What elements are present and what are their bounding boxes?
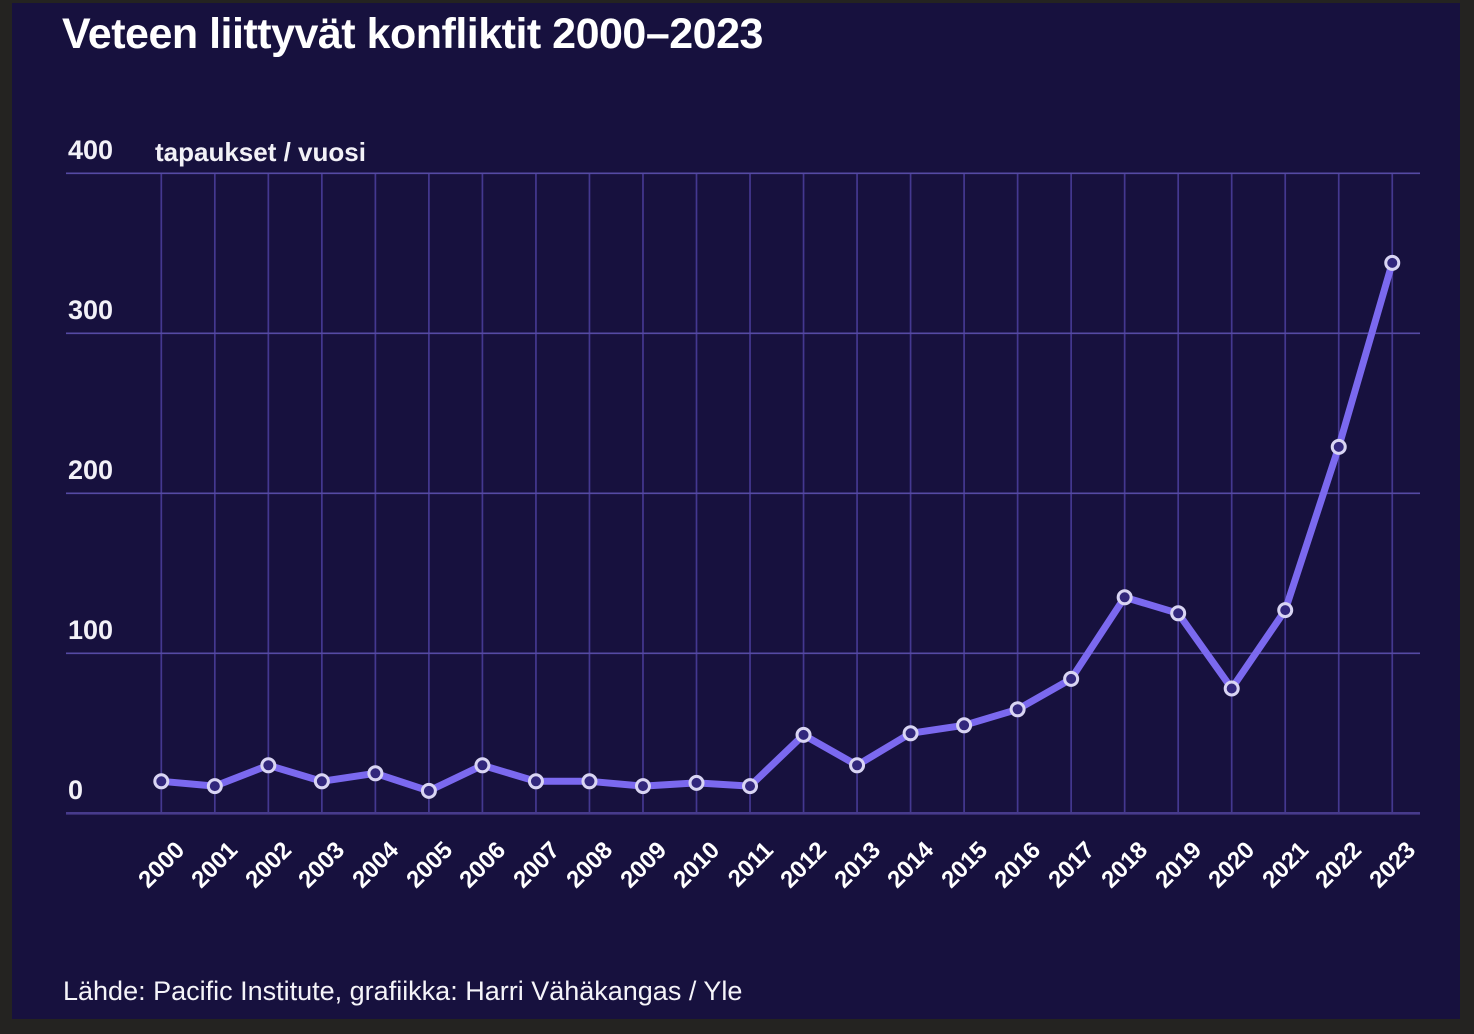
data-point-marker	[206, 778, 223, 795]
data-point-marker	[527, 773, 544, 790]
data-point-marker	[581, 773, 598, 790]
data-point-marker	[1063, 670, 1080, 687]
data-point-marker	[1009, 701, 1026, 718]
y-axis-unit-label: tapaukset / vuosi	[155, 137, 366, 167]
data-point-marker	[849, 757, 866, 774]
data-point-marker	[313, 773, 330, 790]
data-line	[157, 259, 1396, 795]
data-point-marker	[153, 773, 170, 790]
data-point-marker	[260, 757, 277, 774]
data-point-marker	[902, 725, 919, 742]
data-point-marker	[474, 757, 491, 774]
data-point-marker	[634, 778, 651, 795]
data-point-marker	[1116, 589, 1133, 606]
data-point-marker	[1170, 605, 1187, 622]
data-point-marker	[742, 778, 759, 795]
source-caption: Lähde: Pacific Institute, grafiikka: Har…	[63, 976, 743, 1006]
data-point-marker	[1223, 680, 1240, 697]
data-point-marker	[956, 717, 973, 734]
data-point-marker	[1330, 438, 1347, 455]
data-point-marker	[367, 765, 384, 782]
chart-panel: Veteen liittyvät konfliktit 2000–2023	[12, 3, 1460, 1019]
data-point-marker	[1277, 602, 1294, 619]
chart-title: Veteen liittyvät konfliktit 2000–2023	[62, 10, 763, 58]
data-point-marker	[795, 726, 812, 743]
data-point-marker	[1384, 254, 1401, 271]
data-point-marker	[688, 774, 705, 791]
data-point-marker	[420, 782, 437, 799]
